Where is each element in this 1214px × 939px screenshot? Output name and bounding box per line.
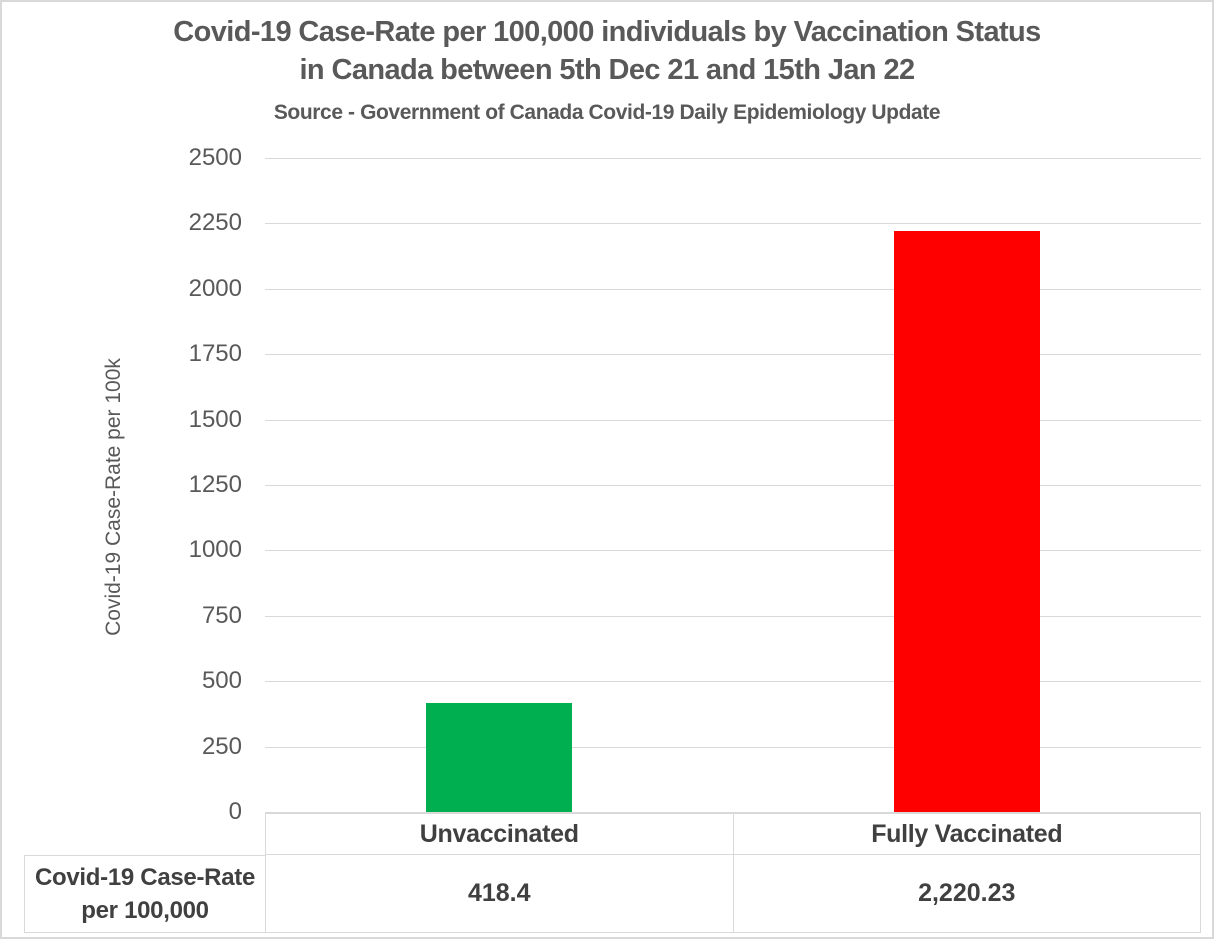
- data-table-row-label-line1: Covid-19 Case-Rate: [34, 864, 255, 891]
- bar-fully-vaccinated: [894, 231, 1040, 812]
- gridline: [265, 681, 1201, 682]
- gridline: [265, 747, 1201, 748]
- category-label-fully-vaccinated: Fully Vaccinated: [871, 819, 1063, 848]
- y-axis-tick-label: 1500: [188, 406, 242, 433]
- gridline: [265, 354, 1201, 355]
- data-table-value-unvaccinated: 418.4: [266, 855, 734, 932]
- data-table-row: Covid-19 Case-Rate per 100,000 418.4 2,2…: [24, 855, 1201, 933]
- y-axis-tick-label: 500: [201, 667, 242, 694]
- data-table-row-label-line2: per 100,000: [81, 897, 209, 924]
- gridline: [265, 289, 1201, 290]
- gridline: [265, 223, 1201, 224]
- chart-title-line2: in Canada between 5th Dec 21 and 15th Ja…: [299, 54, 915, 86]
- chart-source-line: Source - Government of Canada Covid-19 D…: [273, 101, 941, 124]
- gridline: [265, 485, 1201, 486]
- y-axis-tick-label: 750: [201, 602, 242, 629]
- gridline: [265, 550, 1201, 551]
- gridline: [265, 616, 1201, 617]
- gridline: [265, 158, 1201, 159]
- y-axis-tick-label: 0: [228, 798, 242, 825]
- data-table-row-label: Covid-19 Case-Rate per 100,000: [25, 855, 266, 932]
- y-axis-tick-label: 2000: [188, 275, 242, 302]
- y-axis-tick-label: 2500: [188, 144, 242, 171]
- y-axis-title: Covid-19 Case-Rate per 100k: [102, 358, 125, 636]
- chart-title-line1: Covid-19 Case-Rate per 100,000 individua…: [173, 16, 1041, 48]
- data-table-value-fully-vaccinated: 2,220.23: [918, 879, 1016, 907]
- gridline: [265, 812, 1201, 813]
- y-axis-tick-label: 1750: [188, 340, 242, 367]
- category-label-row: Unvaccinated Fully Vaccinated: [265, 813, 1201, 855]
- category-label-unvaccinated: Unvaccinated: [266, 814, 734, 854]
- y-axis-tick-label: 1250: [188, 471, 242, 498]
- y-axis-tick-label: 250: [201, 733, 242, 760]
- gridline: [265, 420, 1201, 421]
- y-axis-tick-label: 2250: [188, 209, 242, 236]
- bar-unvaccinated: [426, 703, 572, 812]
- y-axis-tick-label: 1000: [188, 536, 242, 563]
